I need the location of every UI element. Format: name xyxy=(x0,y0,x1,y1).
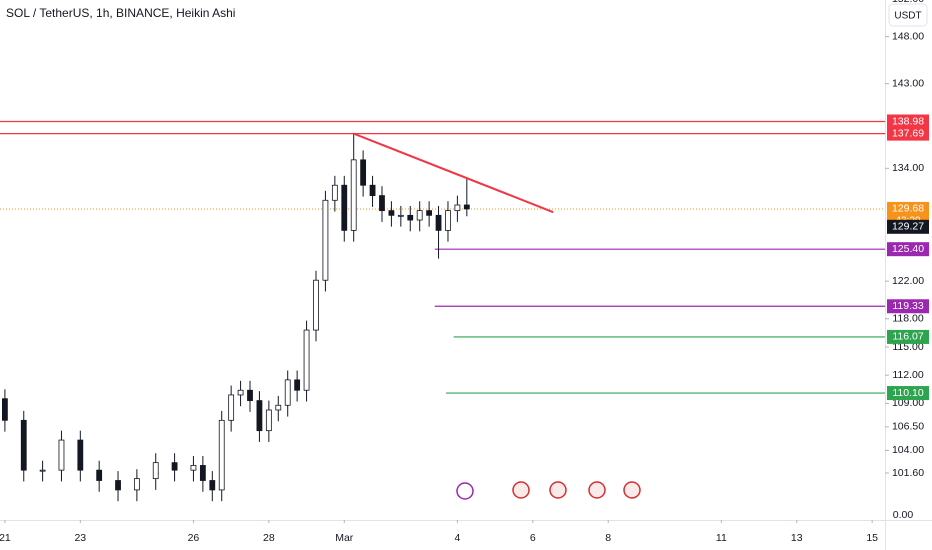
price-label: 129.27 xyxy=(892,221,924,233)
x-tick-label: 4 xyxy=(454,532,460,544)
x-tick-label: 28 xyxy=(263,532,275,544)
y-tick-label: 101.60 xyxy=(892,467,924,479)
candle-body xyxy=(77,439,84,471)
y-tick-label: 104.00 xyxy=(892,444,924,456)
price-label: 137.69 xyxy=(892,127,924,139)
price-label-bg xyxy=(887,219,929,234)
price-label: 125.40 xyxy=(892,243,924,255)
candle-body xyxy=(360,159,367,186)
candle-body xyxy=(303,329,310,391)
candle-body xyxy=(397,214,404,217)
candle-body xyxy=(228,394,235,421)
x-tick-label: 8 xyxy=(605,532,611,544)
price-label: 119.33 xyxy=(892,300,923,312)
chart-title: SOL / TetherUS, 1h, BINANCE, Heikin Ashi xyxy=(6,6,235,20)
candle-body xyxy=(265,409,272,432)
candle-body xyxy=(435,214,442,231)
candle-body xyxy=(341,184,348,231)
candle-body xyxy=(20,419,27,471)
price-label-bg xyxy=(887,126,929,141)
candle-body xyxy=(275,404,282,411)
candle-body xyxy=(133,478,140,491)
x-tick-label: 11 xyxy=(716,532,727,544)
price-label: 138.98 xyxy=(892,115,924,127)
candle-body xyxy=(39,469,46,472)
candle-body xyxy=(445,210,451,231)
x-tick-label: 6 xyxy=(530,532,536,544)
event-icons xyxy=(456,481,641,500)
x-tick-label: 23 xyxy=(74,532,86,544)
candle-body xyxy=(2,398,8,421)
event-icon[interactable] xyxy=(512,481,530,499)
y-tick-label: 143.00 xyxy=(892,77,924,89)
y-tick-label: 134.00 xyxy=(892,162,924,174)
candle-body xyxy=(171,462,178,471)
event-icon[interactable] xyxy=(588,481,606,499)
candle-body xyxy=(463,204,470,210)
y-tick-label: 122.00 xyxy=(892,275,924,287)
currency-button[interactable] xyxy=(888,3,928,27)
y-tick-label: 152.00 xyxy=(892,0,924,5)
candle-body xyxy=(322,199,329,281)
event-icon[interactable] xyxy=(623,481,641,499)
trendline xyxy=(353,132,554,214)
candle-body xyxy=(152,462,159,480)
x-tick-label: 26 xyxy=(188,532,200,544)
price-label-bg xyxy=(887,242,929,257)
candle-body xyxy=(115,480,121,491)
currency[interactable]: USDT xyxy=(894,11,921,22)
candle-body xyxy=(313,279,319,331)
price-label-bg xyxy=(887,299,929,314)
candle-body xyxy=(284,379,291,406)
candle-body xyxy=(294,379,301,391)
candle-body xyxy=(388,210,395,216)
x-tick-label: 15 xyxy=(866,532,878,544)
y-tick-label: 148.00 xyxy=(892,30,924,42)
candle-body xyxy=(237,389,244,396)
price-label-bg xyxy=(887,329,929,344)
candle-body xyxy=(96,469,103,481)
y-tick-label: 106.50 xyxy=(892,421,924,433)
price-label: 116.07 xyxy=(892,331,923,343)
candle-body xyxy=(199,465,206,481)
y-axis-bottom-label: 0.00 xyxy=(893,509,914,521)
candle-body xyxy=(247,389,253,401)
candle-body xyxy=(416,210,423,221)
candle-body xyxy=(58,439,65,471)
x-tick-label: 13 xyxy=(791,532,803,544)
candle-body xyxy=(218,419,225,491)
x-tick-label: Mar xyxy=(335,532,354,544)
event-icon[interactable] xyxy=(549,481,567,499)
candle-body xyxy=(350,159,357,231)
price-label: 110.10 xyxy=(892,387,923,399)
candle-body xyxy=(256,400,263,432)
candle-body xyxy=(190,465,197,471)
candle-body xyxy=(379,195,385,212)
candle-body xyxy=(331,184,338,201)
y-tick-label: 112.00 xyxy=(892,369,923,381)
price-label-bg xyxy=(887,114,929,129)
y-tick-label: 109.00 xyxy=(892,397,924,409)
y-tick-label: 118.00 xyxy=(892,313,923,325)
candle-body xyxy=(369,184,376,196)
candle-body xyxy=(454,204,461,212)
price-label: 129.68 xyxy=(892,203,924,215)
candle-body xyxy=(426,210,433,216)
candle-body xyxy=(209,480,216,491)
event-icon[interactable] xyxy=(456,482,474,500)
price-label-bg xyxy=(887,386,929,401)
x-tick-label: 21 xyxy=(0,532,11,544)
candle-body xyxy=(407,214,414,221)
